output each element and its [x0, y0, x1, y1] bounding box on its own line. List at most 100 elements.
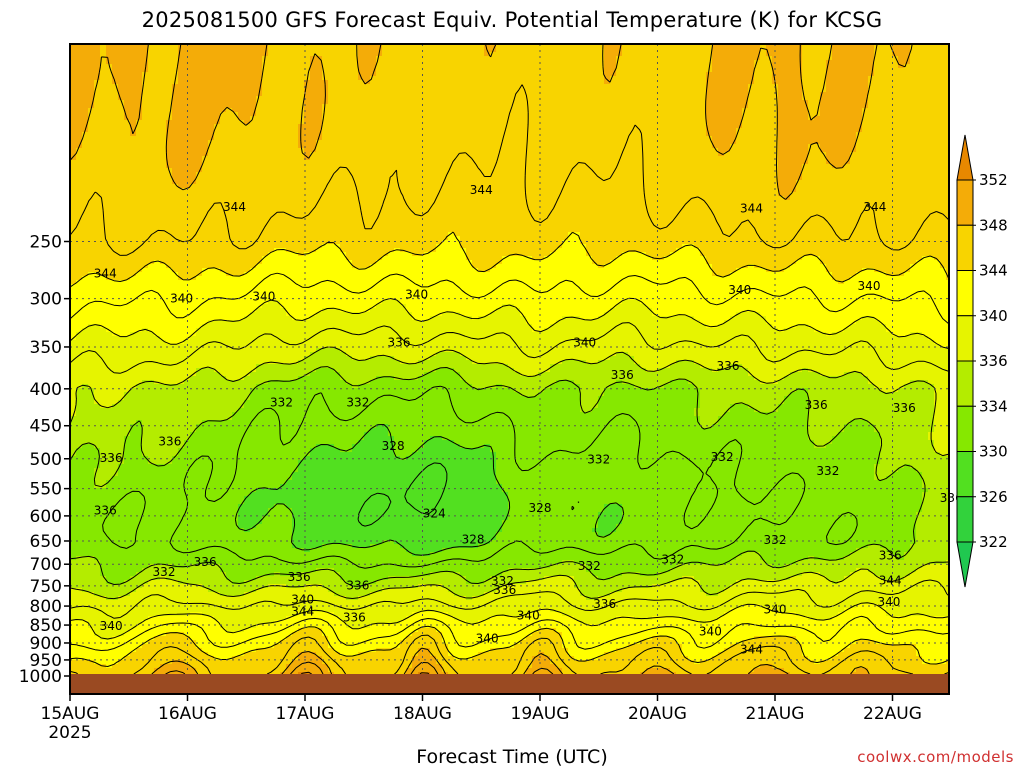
contour-label-43: 336	[593, 597, 616, 611]
contour-label-15: 336	[893, 401, 916, 415]
contour-label-48: 340	[476, 631, 499, 645]
contour-label-25: 332	[816, 464, 839, 478]
contour-342	[70, 272, 949, 651]
colorbar-segment-4	[956, 360, 974, 407]
contour-334	[70, 366, 926, 587]
y-tick-label-400: 400	[30, 380, 62, 400]
contour-label-14: 336	[805, 398, 828, 412]
contour-label-9: 340	[858, 279, 881, 293]
contour-label-34: 336	[194, 555, 217, 569]
y-tick-label-550: 550	[30, 480, 62, 500]
y-tick-label-650: 650	[30, 532, 62, 552]
contour-label-8: 340	[728, 283, 751, 297]
colorbar-label-326: 326	[979, 488, 1008, 506]
y-tick-label-450: 450	[30, 417, 62, 437]
ground-below-surface	[70, 674, 949, 694]
contour-label-36: 336	[346, 578, 369, 592]
colorbar-segment-0	[956, 179, 974, 226]
x-tick-label-15AUG: 15AUG	[41, 704, 100, 724]
x-tick-label-19AUG: 19AUG	[511, 704, 570, 724]
colorbar-top-arrow	[956, 134, 974, 181]
y-tick-label-850: 850	[30, 616, 62, 636]
x-tick-label-22AUG: 22AUG	[863, 704, 922, 724]
contour-label-17: 332	[346, 396, 369, 410]
contour-label-6: 340	[252, 290, 275, 304]
contour-label-47: 340	[100, 619, 123, 633]
contour-label-50: 344	[740, 643, 763, 657]
colorbar-label-330: 330	[979, 443, 1008, 461]
contour-label-23: 332	[587, 452, 610, 466]
contour-label-27: 328	[529, 501, 552, 515]
credit-link[interactable]: coolwx.com/models	[857, 748, 1014, 766]
contour-label-38: 336	[493, 583, 516, 597]
contour-label-49: 340	[699, 625, 722, 639]
x-tick-label-21AUG: 21AUG	[746, 704, 805, 724]
contour-label-3: 344	[863, 200, 886, 214]
contour-label-37: 332	[491, 574, 514, 588]
contour-label-4: 344	[94, 267, 117, 281]
contour-330	[234, 424, 625, 556]
contour-label-20: 336	[94, 504, 117, 518]
x-axis-label: Forecast Time (UTC)	[0, 746, 1024, 768]
colorbar-bottom-arrow	[956, 541, 974, 588]
contour-label-40: 344	[291, 604, 314, 618]
contour-label-24: 332	[711, 450, 734, 464]
contour-344	[70, 231, 949, 667]
contour-336	[70, 346, 949, 600]
contour-label-45: 340	[878, 595, 901, 609]
colorbar-segment-3	[956, 315, 974, 362]
contour-label-41: 336	[343, 611, 366, 625]
contour-label-19: 336	[100, 451, 123, 465]
contour-label-12: 336	[611, 368, 634, 382]
x-tick-label-20AUG: 20AUG	[628, 704, 687, 724]
colorbar-label-322: 322	[979, 533, 1008, 551]
colorbar-segment-7	[956, 496, 974, 543]
y-tick-label-700: 700	[30, 555, 62, 575]
contour-label-42: 340	[517, 608, 540, 622]
contour-label-31: 332	[661, 553, 684, 567]
contour-332	[102, 385, 858, 569]
y-tick-label-800: 800	[30, 597, 62, 617]
colorbar-label-340: 340	[979, 307, 1008, 325]
y-tick-label-600: 600	[30, 507, 62, 527]
contour-label-10: 340	[573, 335, 596, 349]
contour-label-39: 340	[291, 592, 314, 606]
y-tick-label-1000: 1000	[19, 667, 62, 687]
grid-lines	[69, 44, 949, 674]
contour-label-18: 336	[158, 434, 181, 448]
colorbar-segment-5	[956, 405, 974, 452]
x-axis: 15AUG 16AUG 17AUG 18AUG 19AUG 20AUG 21AUG 22AUG…	[41, 694, 922, 743]
contour-label-1: 344	[470, 183, 493, 197]
colorbar-segment-2	[956, 270, 974, 317]
x-tick-label-18AUG: 18AUG	[393, 704, 452, 724]
y-axis: 2503003504004505005506006507007508008509…	[19, 233, 70, 687]
contour-338	[70, 322, 949, 619]
contour-label-13: 336	[717, 359, 740, 373]
x-tick-label-17AUG: 17AUG	[276, 704, 335, 724]
colorbar-label-336: 336	[979, 352, 1008, 370]
colorbar-segment-1	[956, 224, 974, 271]
contour-label-46: 344	[879, 573, 902, 587]
contour-label-11: 336	[388, 335, 411, 349]
contour-label-16: 332	[270, 396, 293, 410]
contour-346	[70, 84, 949, 674]
contour-label-33: 332	[153, 565, 176, 579]
y-tick-label-950: 950	[30, 651, 62, 671]
x-year-label: 2025	[48, 723, 91, 743]
contour-label-32: 332	[578, 559, 601, 573]
contour-340	[70, 297, 949, 640]
contour-label-44: 340	[764, 603, 787, 617]
y-tick-label-900: 900	[30, 634, 62, 654]
contour-label-35: 336	[288, 570, 311, 584]
contour-label-2: 344	[740, 201, 763, 215]
y-tick-label-250: 250	[30, 233, 62, 253]
y-tick-label-500: 500	[30, 450, 62, 470]
x-tick-label-16AUG: 16AUG	[158, 704, 217, 724]
contour-352	[300, 671, 430, 674]
contour-label-22: 328	[382, 439, 405, 453]
colorbar: 352 348 344 340 336 334 330 326 322	[956, 134, 1008, 588]
y-tick-label-750: 750	[30, 577, 62, 597]
y-tick-label-350: 350	[30, 338, 62, 358]
chart-title: 2025081500 GFS Forecast Equiv. Potential…	[0, 8, 1024, 32]
